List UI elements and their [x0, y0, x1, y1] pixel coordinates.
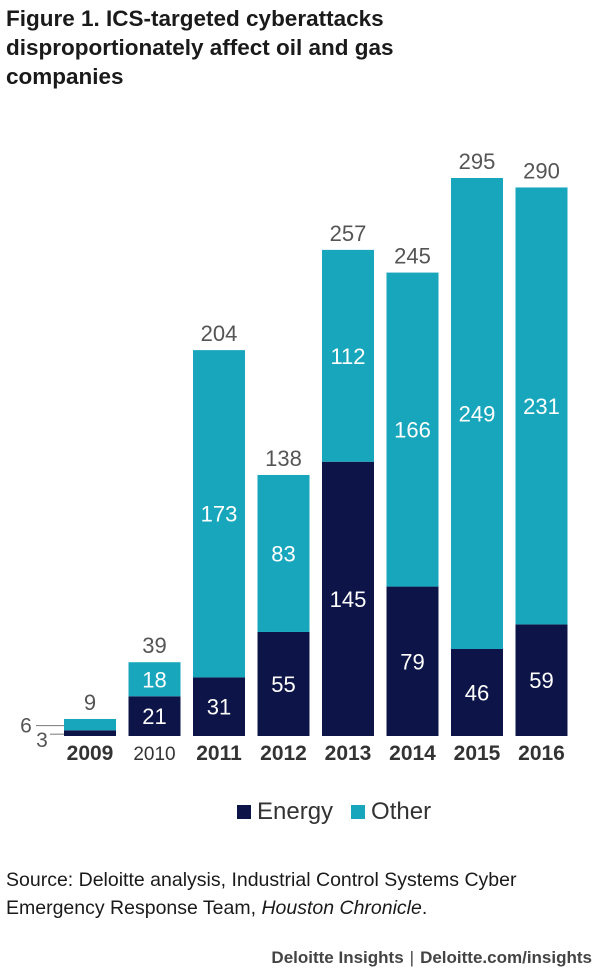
stacked-bar-chart: 9 2009 63 39 2010 21 18 204 2011 31 173 138 2012 55 83… — [20, 149, 568, 765]
bar-other-2013 — [322, 249, 374, 462]
bar-other-2012 — [257, 474, 310, 632]
total-label-2012: 138 — [265, 446, 302, 471]
total-label-2015: 295 — [459, 149, 496, 174]
value-label-other-2012: 83 — [271, 541, 295, 566]
total-label-2013: 257 — [330, 221, 367, 246]
value-label-energy-2013: 145 — [330, 587, 367, 612]
bar-energy-2013 — [322, 461, 374, 736]
value-label-other-2015: 249 — [459, 401, 496, 426]
category-label-2016: 2016 — [518, 742, 565, 765]
value-label-energy-2011: 31 — [207, 695, 231, 720]
value-label-energy-2010: 21 — [142, 704, 166, 729]
bar-other-2010 — [128, 662, 181, 697]
footer-separator: | — [409, 948, 415, 967]
bar-energy-2010 — [128, 696, 181, 736]
category-label-2011: 2011 — [196, 742, 242, 765]
chart-title: Figure 1. ICS-targeted cyberattacks disp… — [6, 6, 394, 89]
value-label-other-2013: 112 — [330, 344, 365, 369]
value-label-energy-2012: 55 — [271, 672, 295, 697]
total-label-2010: 39 — [142, 633, 166, 658]
bar-energy-2014 — [386, 586, 439, 736]
total-label-2009: 9 — [84, 690, 96, 715]
legend-swatch-other — [351, 805, 366, 819]
total-label-2014: 245 — [394, 244, 431, 269]
value-label-other-2014: 166 — [394, 418, 431, 443]
legend-item-energy: Energy — [237, 798, 333, 826]
value-label-other-2009: 6 — [20, 715, 32, 738]
bar-energy-2015 — [451, 648, 503, 736]
value-label-other-2010: 18 — [142, 667, 166, 692]
value-label-energy-2016: 59 — [529, 668, 553, 693]
category-label-2010: 2010 — [133, 744, 175, 765]
bar-other-2009 — [64, 718, 116, 731]
source-end: . — [421, 897, 428, 919]
bar-other-2016 — [515, 187, 568, 625]
category-label-2015: 2015 — [454, 742, 501, 765]
legend-label-energy: Energy — [257, 798, 334, 825]
legend-swatch-energy — [237, 805, 251, 819]
bar-energy-2012 — [257, 631, 310, 736]
value-label-energy-2015: 46 — [465, 680, 489, 705]
value-label-energy-2014: 79 — [400, 649, 424, 674]
footer-link[interactable]: Deloitte.com/insights — [420, 948, 592, 967]
bar-other-2014 — [386, 272, 439, 587]
category-label-2009: 2009 — [67, 742, 114, 765]
category-label-2012: 2012 — [260, 742, 307, 765]
legend: Energy Other — [237, 798, 449, 826]
bar-energy-2009 — [64, 730, 116, 736]
category-label-2013: 2013 — [325, 742, 372, 765]
category-label-2014: 2014 — [389, 742, 436, 765]
bar-other-2011 — [193, 350, 245, 678]
value-label-other-2011: 173 — [201, 502, 238, 527]
bar-other-2015 — [451, 178, 503, 649]
value-label-other-2016: 231 — [523, 394, 560, 419]
legend-label-other: Other — [371, 798, 432, 825]
bar-energy-2011 — [193, 677, 245, 736]
value-label-energy-2009: 3 — [36, 729, 48, 752]
footer-brand: Deloitte Insights — [271, 948, 404, 967]
bar-energy-2016 — [515, 624, 568, 736]
footer: Deloitte Insights | Deloitte.com/insights — [271, 948, 592, 968]
total-label-2016: 290 — [523, 158, 560, 183]
source-text: Source: Deloitte analysis, Industrial Co… — [6, 869, 517, 919]
source-publication: Houston Chronicle — [261, 897, 422, 919]
source-note: Source: Deloitte analysis, Industrial Co… — [6, 866, 596, 922]
total-label-2011: 204 — [201, 321, 238, 346]
legend-item-other: Other — [351, 798, 431, 826]
